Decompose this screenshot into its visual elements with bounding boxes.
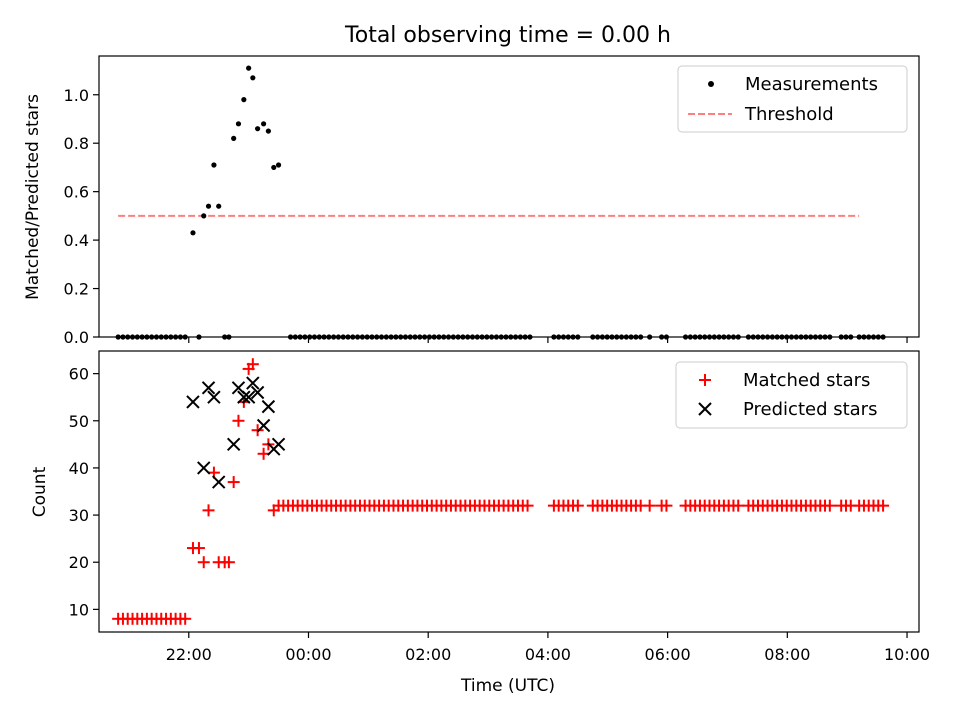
legend-matched-marker: [699, 374, 711, 386]
bottom-y-tick-label: 30: [69, 506, 89, 525]
bottom-axes: 10 20 30 40 50 60 22:00 00:00 02:00 04:00 06:00 08:…: [69, 350, 930, 664]
matched-star-point: [823, 499, 836, 512]
top-legend-box: [677, 65, 908, 133]
matched-star-point: [643, 499, 656, 512]
legend-matched-label: Matched stars: [743, 370, 870, 391]
legend-predicted-marker: [698, 402, 712, 416]
matched-star-point: [232, 414, 245, 427]
bottom-y-tick-label: 20: [69, 553, 89, 572]
x-tick-label: 22:00: [166, 645, 212, 664]
predicted-star-point: [186, 395, 200, 409]
predicted-star-point: [241, 390, 256, 404]
matched-star-point: [222, 556, 235, 569]
matched-star-point: [202, 504, 215, 517]
x-tick-label: 02:00: [405, 645, 451, 664]
measurement-point: [231, 135, 237, 141]
legend-measurements-marker: [708, 81, 714, 87]
measurement-point: [216, 203, 222, 209]
matched-star-point: [732, 499, 745, 512]
matched-star-point: [192, 542, 205, 555]
top-y-tick-label: 0.4: [64, 231, 89, 250]
matched-star-point: [246, 358, 259, 371]
measurement-point: [250, 75, 256, 81]
x-tick-label: 08:00: [764, 645, 810, 664]
predicted-star-point: [212, 475, 226, 489]
bottom-legend-box: [675, 361, 908, 429]
matched-star-point: [877, 499, 890, 512]
predicted-star-point: [261, 399, 276, 414]
measurement-point: [275, 162, 282, 168]
predicted-star-point: [226, 437, 241, 452]
measurement-point: [265, 128, 271, 134]
top-legend: Measurements Threshold: [677, 65, 908, 133]
matched-star-point: [521, 499, 534, 512]
predicted-star-point: [237, 390, 251, 404]
predicted-star-point: [201, 381, 216, 395]
measurement-point: [271, 164, 277, 171]
matched-star-point: [179, 612, 192, 625]
bottom-y-tick-label: 50: [69, 412, 89, 431]
top-panel: Total observing time = 0.00 h Matched/Pr…: [23, 23, 920, 347]
bottom-y-tick-label: 40: [69, 459, 89, 478]
legend-threshold-label: Threshold: [744, 104, 834, 125]
measurement-point: [190, 230, 196, 236]
bottom-panel: Count Time (UTC) 10 20 30 40 50 60 22:00 00:00 0…: [30, 350, 930, 696]
x-tick-label: 04:00: [525, 645, 571, 664]
top-axes: 0.0 0.2 0.4 0.6 0.8 1.0: [64, 55, 920, 347]
predicted-star-point: [207, 390, 221, 404]
measurement-point: [211, 162, 217, 168]
measurement-point: [260, 121, 267, 127]
predicted-star-point: [256, 418, 271, 433]
measurement-point: [246, 65, 252, 71]
matched-star-point: [571, 499, 584, 512]
x-tick-label: 06:00: [645, 645, 691, 664]
matched-star-point: [257, 447, 270, 460]
x-tick-label: 10:00: [884, 645, 930, 664]
bottom-y-tick-label: 60: [69, 365, 89, 384]
matched-star-point: [227, 476, 240, 489]
predicted-star-point: [246, 376, 260, 390]
legend-predicted-label: Predicted stars: [743, 399, 877, 420]
top-y-tick-label: 1.0: [64, 86, 89, 105]
legend-measurements-label: Measurements: [745, 74, 878, 95]
bottom-plot-marks: [112, 358, 890, 625]
measurement-point: [201, 213, 207, 219]
predicted-star-point: [197, 461, 211, 475]
measurement-point: [235, 121, 242, 127]
top-y-axis-label: Matched/Predicted stars: [23, 94, 43, 300]
bottom-y-tick-label: 10: [69, 600, 89, 619]
measurement-point: [255, 126, 261, 132]
bottom-plot-frame: [98, 350, 920, 633]
chart-title: Total observing time = 0.00 h: [344, 23, 671, 48]
predicted-star-point: [250, 385, 265, 400]
x-axis-label: Time (UTC): [460, 676, 555, 696]
top-plot-frame: [98, 55, 920, 338]
bottom-legend: Matched stars Predicted stars: [675, 361, 908, 429]
matched-star-point: [660, 499, 673, 512]
top-y-tick-label: 0.8: [64, 134, 89, 153]
top-y-tick-label: 0.6: [64, 183, 89, 202]
top-y-tick-label: 0.2: [64, 280, 89, 299]
predicted-star-point: [271, 437, 286, 452]
measurement-point: [241, 97, 247, 103]
bottom-y-axis-label: Count: [30, 466, 50, 517]
top-y-tick-label: 0.0: [64, 328, 89, 347]
x-tick-label: 00:00: [285, 645, 331, 664]
matched-star-point: [197, 556, 210, 569]
measurement-point: [205, 203, 212, 209]
